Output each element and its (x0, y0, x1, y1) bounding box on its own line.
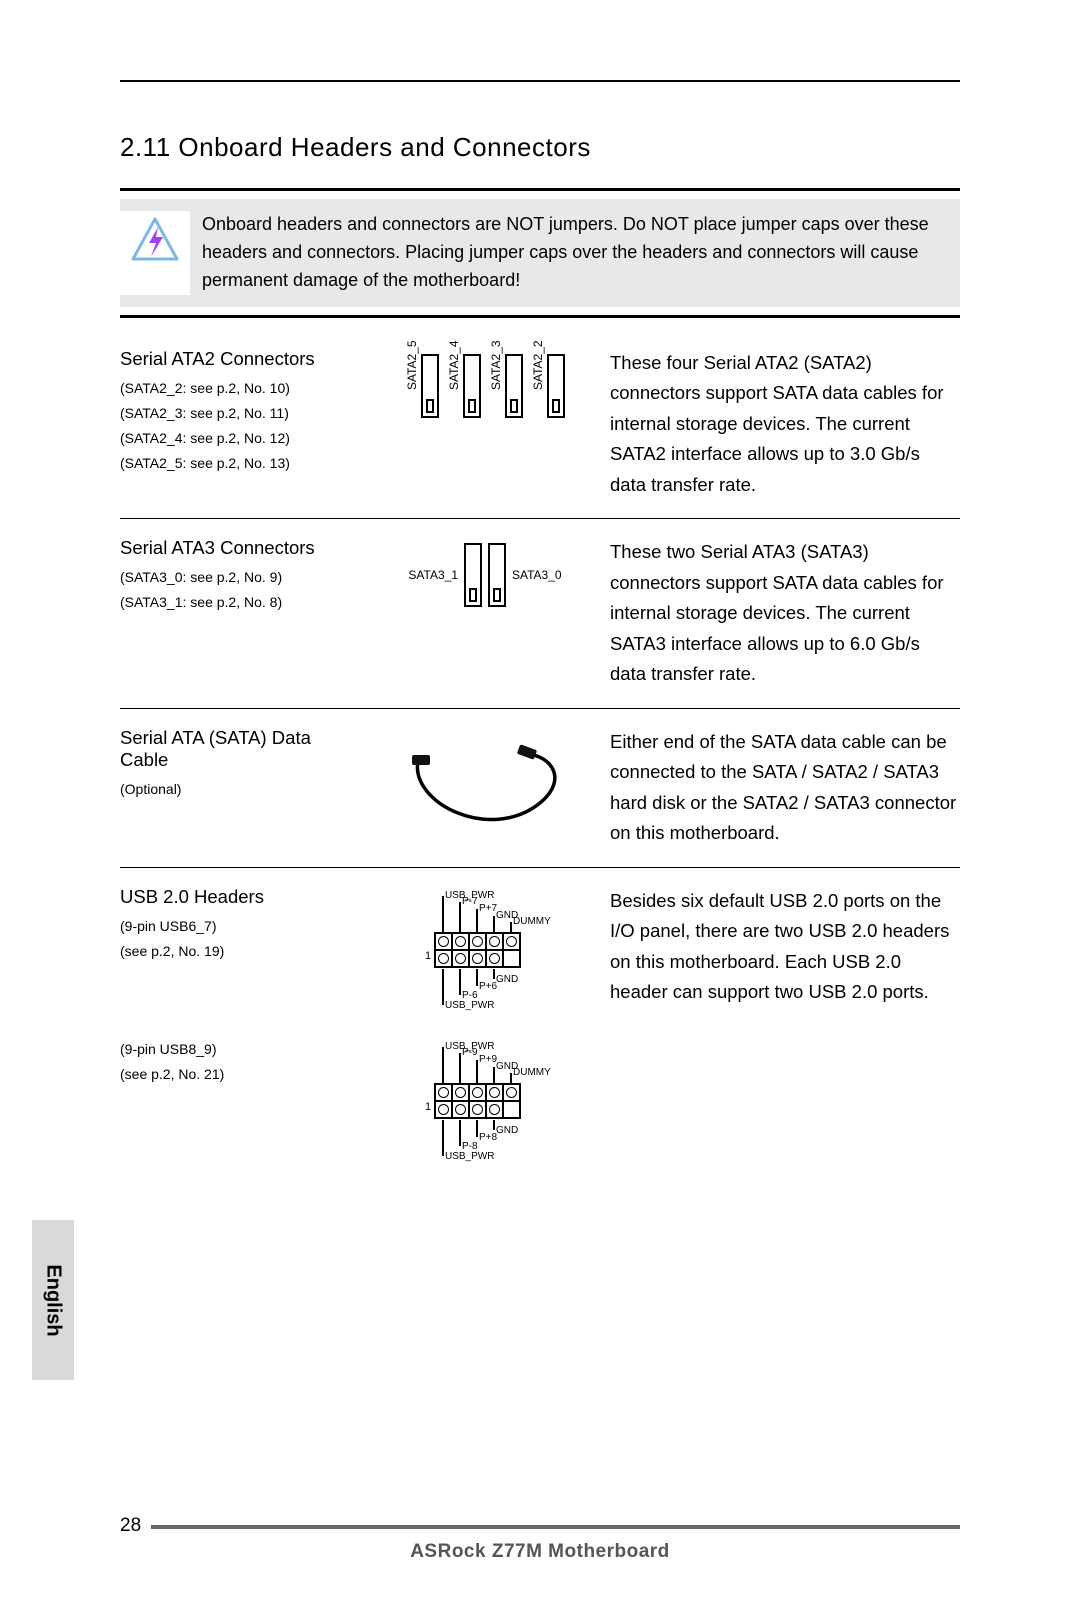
connector-sub: (see p.2, No. 21) (120, 1062, 360, 1087)
connector-diagram: USB_PWRP-9P+9GNDDUMMY1GNDP+8P-8USB_PWR (360, 1037, 610, 1164)
page-footer: 28 ASRock Z77M Motherboard (120, 1515, 960, 1563)
connector-title: Serial ATA2 Connectors (120, 348, 360, 370)
connector-row: Serial ATA (SATA) Data Cable (Optional) Ei… (120, 715, 960, 861)
section-title: 2.11 Onboard Headers and Connectors (120, 132, 960, 163)
connector-sub: (see p.2, No. 19) (120, 939, 360, 964)
row-divider (120, 518, 960, 519)
connector-title: USB 2.0 Headers (120, 886, 360, 908)
connector-sub: (SATA2_3: see p.2, No. 11) (120, 401, 360, 426)
warning-icon (120, 211, 190, 295)
connector-left: Serial ATA (SATA) Data Cable (Optional) (120, 727, 360, 802)
rule-below-warning (120, 315, 960, 318)
connector-diagram: USB_PWRP-7P+7GNDDUMMY1GNDP+6P-6USB_PWR (360, 886, 610, 1013)
connector-diagram: SATA3_1SATA3_0 (360, 537, 610, 607)
connector-left: USB 2.0 Headers (9-pin USB6_7)(see p.2, N… (120, 886, 360, 964)
connector-row: Serial ATA3 Connectors (SATA3_0: see p.2,… (120, 525, 960, 702)
connector-description: Either end of the SATA data cable can be… (610, 727, 960, 849)
connector-sub: (SATA3_0: see p.2, No. 9) (120, 565, 360, 590)
connector-diagram: SATA2_5SATA2_4SATA2_3SATA2_2 (360, 348, 610, 418)
connector-sub: (Optional) (120, 777, 360, 802)
connector-sub: (SATA2_2: see p.2, No. 10) (120, 376, 360, 401)
footer-title: ASRock Z77M Motherboard (120, 1541, 960, 1563)
connector-sub: (9-pin USB6_7) (120, 914, 360, 939)
connector-left: Serial ATA3 Connectors (SATA3_0: see p.2,… (120, 537, 360, 615)
connector-description: These four Serial ATA2 (SATA2) connector… (610, 348, 960, 501)
connector-row: USB 2.0 Headers (9-pin USB6_7)(see p.2, N… (120, 874, 960, 1025)
top-rule (120, 80, 960, 82)
connector-row: Serial ATA2 Connectors (SATA2_2: see p.2,… (120, 336, 960, 513)
connector-title: Serial ATA3 Connectors (120, 537, 360, 559)
warning-box: Onboard headers and connectors are NOT j… (120, 199, 960, 307)
connector-left: Serial ATA2 Connectors (SATA2_2: see p.2,… (120, 348, 360, 477)
connector-sub: (SATA3_1: see p.2, No. 8) (120, 590, 360, 615)
footer-rule (151, 1525, 960, 1529)
connector-sub: (SATA2_5: see p.2, No. 13) (120, 451, 360, 476)
page-number: 28 (120, 1515, 141, 1537)
connector-sub: (SATA2_4: see p.2, No. 12) (120, 426, 360, 451)
rule-above-warning (120, 188, 960, 191)
connector-left: (9-pin USB8_9)(see p.2, No. 21) (120, 1037, 360, 1087)
page-content: 2.11 Onboard Headers and Connectors Onbo… (0, 0, 1080, 1619)
row-divider (120, 708, 960, 709)
connector-title: Serial ATA (SATA) Data Cable (120, 727, 360, 771)
connector-diagram (360, 727, 610, 843)
connector-description: Besides six default USB 2.0 ports on the… (610, 886, 960, 1008)
connector-sub: (9-pin USB8_9) (120, 1037, 360, 1062)
warning-text: Onboard headers and connectors are NOT j… (202, 211, 942, 295)
connector-row: (9-pin USB8_9)(see p.2, No. 21)USB_PWRP-… (120, 1025, 960, 1176)
row-divider (120, 867, 960, 868)
connector-description: These two Serial ATA3 (SATA3) connectors… (610, 537, 960, 690)
